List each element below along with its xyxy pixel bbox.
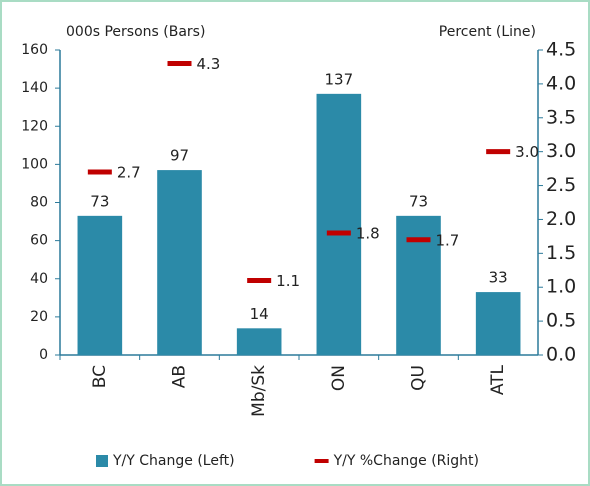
line-value-label: 4.3 — [197, 55, 221, 73]
bar — [157, 170, 202, 355]
line-value-label: 2.7 — [117, 164, 141, 182]
x-tick-label: ON — [329, 365, 349, 391]
x-tick-label: BC — [90, 365, 110, 388]
y-tick-label: 0 — [39, 347, 48, 363]
y2-tick-label: 0.0 — [546, 344, 576, 366]
x-tick-label: QU — [409, 365, 429, 391]
x-tick-label: AB — [170, 365, 190, 388]
y2-tick-label: 1.0 — [546, 276, 576, 298]
y2-axis-label: Percent (Line) — [439, 24, 536, 40]
x-tick-label: ATL — [488, 364, 508, 395]
y-tick-label: 140 — [21, 80, 48, 96]
legend-label: Y/Y Change (Left) — [112, 453, 235, 469]
line-value-label: 3.0 — [515, 143, 539, 161]
y-tick-label: 40 — [30, 271, 48, 287]
x-tick-label: Mb/Sk — [249, 365, 269, 417]
bar-value-label: 14 — [250, 305, 269, 323]
bar-value-label: 33 — [489, 269, 508, 287]
y2-tick-label: 3.5 — [546, 106, 576, 128]
y2-tick-label: 0.5 — [546, 310, 576, 332]
y2-tick-label: 2.5 — [546, 174, 576, 196]
y-tick-label: 20 — [30, 309, 48, 325]
bar — [316, 93, 362, 355]
y2-tick-label: 1.5 — [546, 242, 576, 264]
y2-tick-label: 4.5 — [546, 39, 576, 61]
y-tick-label: 60 — [30, 233, 48, 249]
bar — [396, 215, 441, 355]
y2-tick-label: 4.0 — [546, 72, 576, 94]
y2-tick-label: 3.0 — [546, 140, 576, 162]
legend-label: Y/Y %Change (Right) — [333, 453, 479, 469]
y-tick-label: 80 — [30, 195, 48, 211]
bar — [77, 215, 123, 355]
bar-value-label: 137 — [325, 70, 354, 88]
bar-value-label: 73 — [409, 192, 428, 210]
y2-tick-label: 2.0 — [546, 208, 576, 230]
y-axis-label: 000s Persons (Bars) — [66, 24, 205, 40]
bar — [236, 328, 282, 355]
line-value-label: 1.7 — [436, 231, 460, 249]
y-tick-label: 120 — [21, 118, 48, 134]
line-value-label: 1.8 — [356, 225, 380, 243]
y-tick-label: 160 — [21, 42, 48, 58]
bar — [475, 292, 521, 355]
bar-value-label: 97 — [170, 147, 189, 165]
y-tick-label: 100 — [21, 156, 48, 172]
legend-swatch — [96, 455, 108, 467]
line-value-label: 1.1 — [276, 272, 300, 290]
bar-value-label: 73 — [90, 192, 109, 210]
